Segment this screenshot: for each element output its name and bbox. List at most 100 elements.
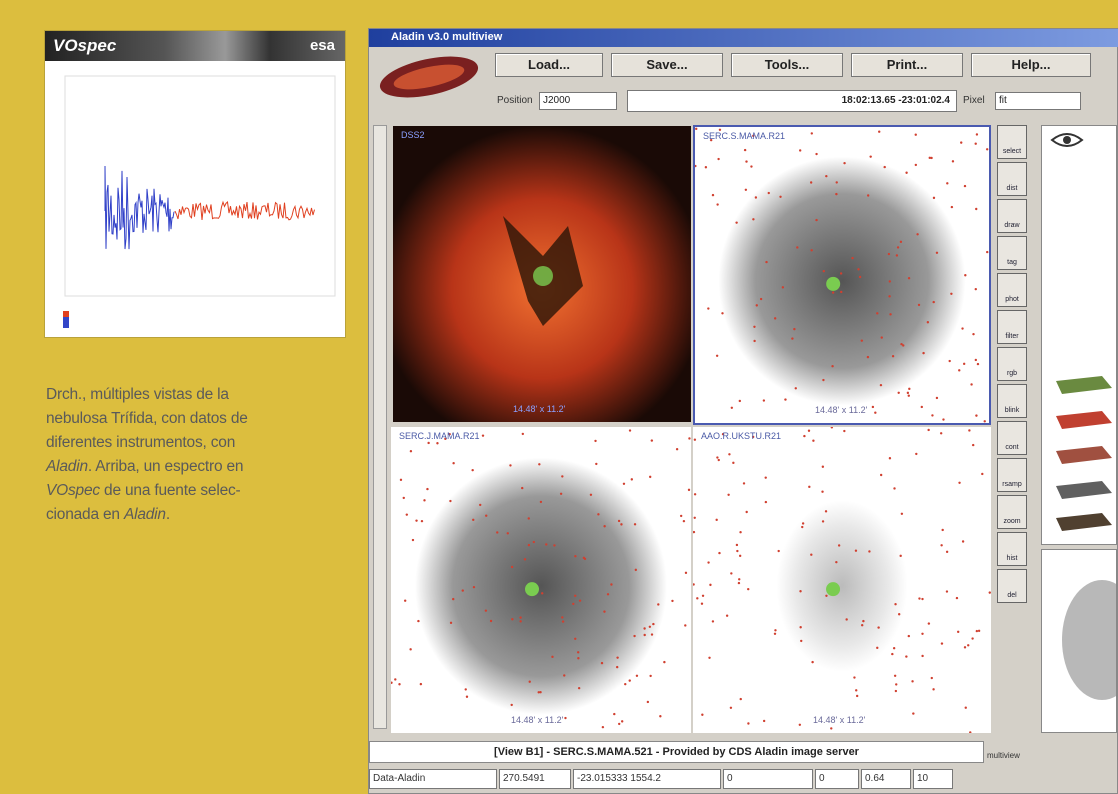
load-button[interactable]: Load... [495, 53, 603, 77]
catalog-dot [928, 622, 930, 624]
catalog-dot [799, 149, 801, 151]
esa-logo: esa [310, 37, 335, 54]
tools-button[interactable]: Tools... [731, 53, 843, 77]
catalog-dot [941, 642, 943, 644]
catalog-dot [936, 252, 938, 254]
print-button[interactable]: Print... [851, 53, 963, 77]
catalog-dot [707, 307, 709, 309]
catalog-dot [583, 557, 585, 559]
tool-button[interactable]: filter [997, 310, 1027, 344]
catalog-dot [957, 631, 959, 633]
caption-line: diferentes instrumentos, con [46, 431, 346, 455]
catalog-dot [400, 479, 402, 481]
catalog-dot [715, 519, 717, 521]
catalog-dot [894, 603, 896, 605]
catalog-dot [728, 453, 730, 455]
view-label: AAO.R.UKSTU.R21 [701, 431, 781, 441]
tool-button[interactable]: blink [997, 384, 1027, 418]
catalog-dot [967, 644, 969, 646]
tool-button[interactable]: cont [997, 421, 1027, 455]
catalog-dot [822, 466, 824, 468]
catalog-dot [821, 491, 823, 493]
frame-select[interactable]: J2000 [539, 92, 617, 110]
image-view[interactable]: SERC.J.MAMA.R21 14.48' x 11.2' [391, 427, 691, 733]
catalog-dot [975, 288, 977, 290]
status-cell: Data-Aladin [369, 769, 497, 789]
nebula [776, 500, 907, 671]
caption-line: Aladin. Arriba, un espectro en [46, 455, 346, 479]
catalog-dot [831, 427, 833, 429]
image-view[interactable]: DSS2 14.48' x 11.2' [393, 126, 691, 422]
catalog-dot [744, 149, 746, 151]
catalog-dot [564, 717, 566, 719]
catalog-dot [896, 254, 898, 256]
caption: Drch., múltiples vistas de la nebulosa T… [46, 383, 346, 527]
catalog-dot [521, 487, 523, 489]
aladin-window: Aladin v3.0 multiview Load... Save... To… [368, 28, 1118, 794]
catalog-dot [676, 448, 678, 450]
catalog-dot [693, 583, 695, 585]
status-cell: 0 [815, 769, 859, 789]
catalog-dot [946, 551, 948, 553]
catalog-dot [965, 706, 967, 708]
catalog-dot [881, 336, 883, 338]
tool-button[interactable]: rsamp [997, 458, 1027, 492]
catalog-dot [391, 682, 393, 684]
tool-button[interactable]: hist [997, 532, 1027, 566]
coordinates-field[interactable]: 18:02:13.65 -23:01:02.4 [627, 90, 957, 112]
view-scale: 14.48' x 11.2' [815, 405, 867, 415]
catalog-dot [921, 655, 923, 657]
catalog-dot [394, 678, 396, 680]
caption-line: VOspec de una fuente selec- [46, 479, 346, 503]
tool-button[interactable]: del [997, 569, 1027, 603]
tool-button[interactable]: phot [997, 273, 1027, 307]
catalog-dot [412, 539, 414, 541]
zoom-image [1042, 550, 1118, 734]
catalog-dot [907, 392, 909, 394]
save-button[interactable]: Save... [611, 53, 723, 77]
catalog-dot [590, 494, 592, 496]
catalog-dot [932, 301, 934, 303]
catalog-dot [696, 597, 698, 599]
pixel-select[interactable]: fit [995, 92, 1081, 110]
catalog-dot [915, 164, 917, 166]
tool-button[interactable]: select [997, 125, 1027, 159]
catalog-dot [739, 400, 741, 402]
tool-button[interactable]: tag [997, 236, 1027, 270]
catalog-dot [466, 696, 468, 698]
catalog-dot [916, 233, 918, 235]
view-label: SERC.J.MAMA.R21 [399, 431, 480, 441]
catalog-dot [721, 312, 723, 314]
tool-button[interactable]: rgb [997, 347, 1027, 381]
catalog-dot [908, 277, 910, 279]
catalog-dot [811, 132, 813, 134]
catalog-dot [977, 363, 979, 365]
catalog-dot [577, 651, 579, 653]
image-view[interactable]: AAO.R.UKSTU.R21 14.48' x 11.2' [693, 427, 991, 733]
tool-button[interactable]: zoom [997, 495, 1027, 529]
catalog-dot [688, 489, 690, 491]
catalog-dot [853, 676, 855, 678]
nebula-image [391, 427, 691, 733]
catalog-dot [649, 476, 651, 478]
nebula [415, 458, 667, 715]
catalog-dot [800, 640, 802, 642]
catalog-dot [941, 529, 943, 531]
help-button[interactable]: Help... [971, 53, 1091, 77]
catalog-dot [892, 355, 894, 357]
catalog-dot [735, 221, 737, 223]
legend-swatch [63, 311, 69, 317]
catalog-dot [727, 494, 729, 496]
catalog-dot [915, 134, 917, 136]
catalog-dot [808, 430, 810, 432]
image-view[interactable]: SERC.S.MAMA.R21 14.48' x 11.2' [693, 125, 991, 425]
catalog-dot [897, 246, 899, 248]
scrollbar[interactable] [373, 125, 387, 729]
catalog-dot [971, 637, 973, 639]
tool-button[interactable]: dist [997, 162, 1027, 196]
catalog-dot [894, 675, 896, 677]
catalog-dot [702, 595, 704, 597]
catalog-dot [685, 572, 687, 574]
tool-button[interactable]: draw [997, 199, 1027, 233]
catalog-dot [574, 555, 576, 557]
